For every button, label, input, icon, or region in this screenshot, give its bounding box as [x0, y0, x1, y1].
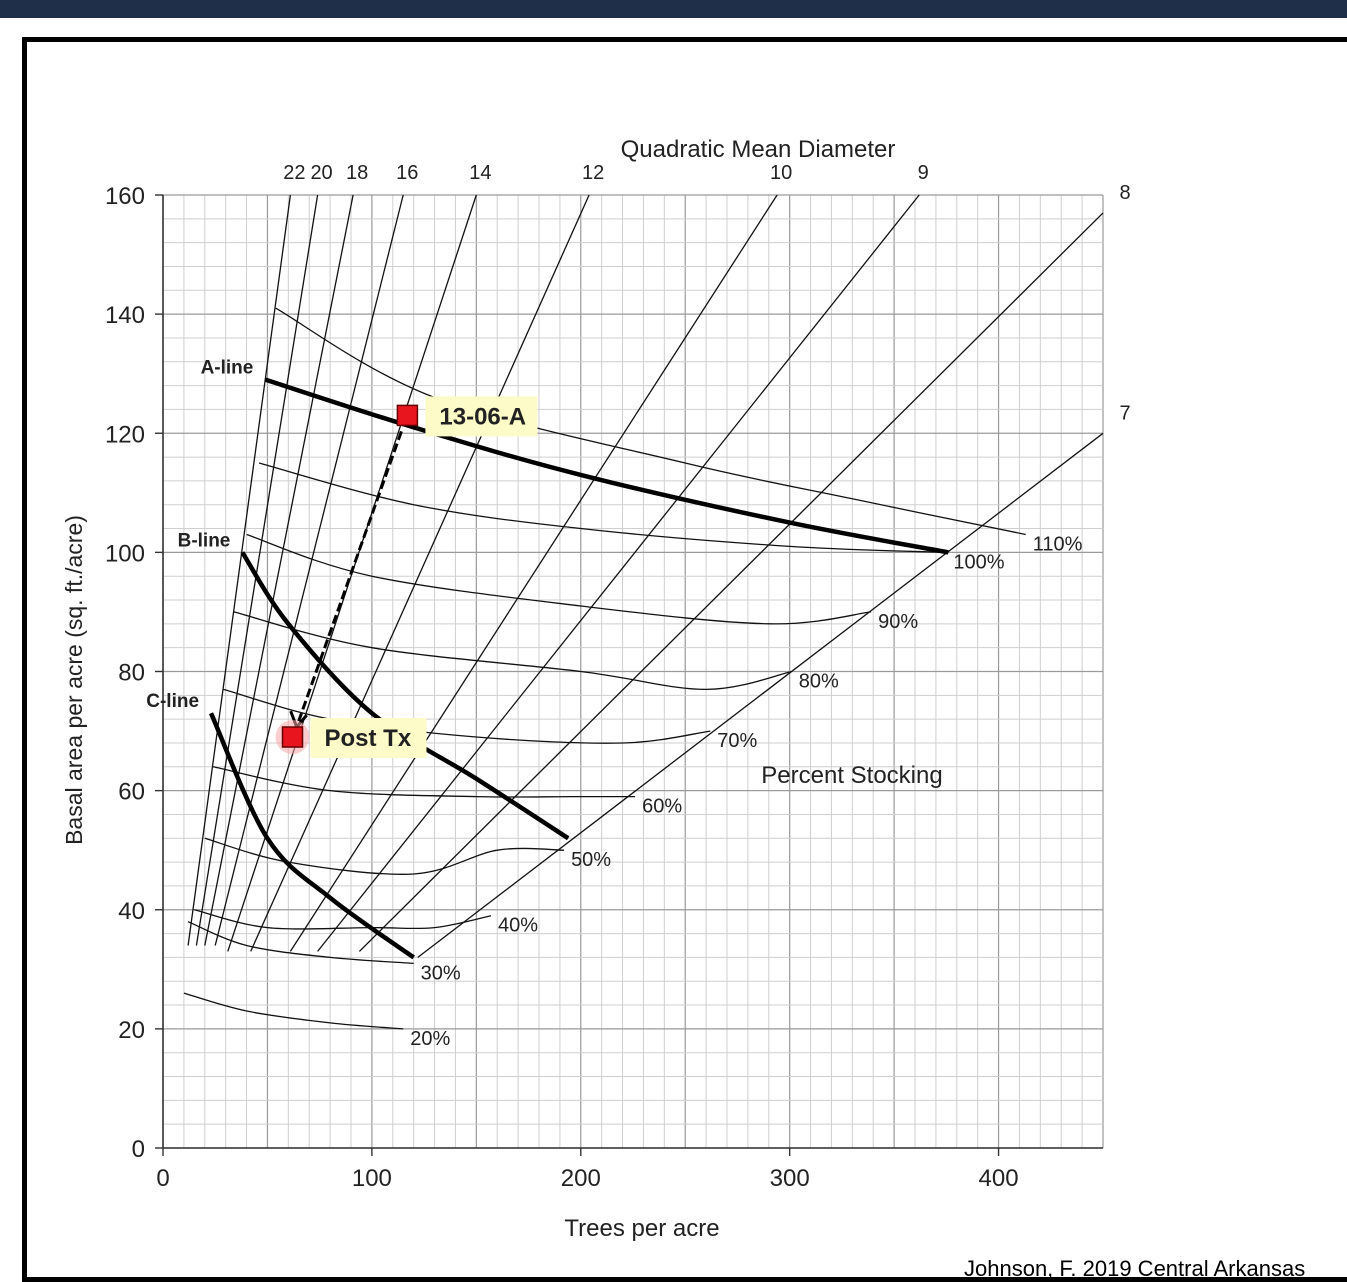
stocking-label-110%: 110%: [1033, 534, 1083, 556]
stocking-label-80%: 80%: [799, 671, 839, 693]
y-tick-label: 120: [105, 421, 145, 448]
qmd-label-16: 16: [396, 162, 418, 184]
stocking-label-50%: 50%: [571, 849, 611, 871]
stocking-label-90%: 90%: [878, 611, 918, 633]
y-tick-label: 160: [105, 183, 145, 210]
x-tick-label: 200: [561, 1165, 601, 1192]
c-line-label: C-line: [146, 691, 199, 712]
qmd-label-20: 20: [310, 162, 332, 184]
b-line-label: B-line: [178, 530, 231, 551]
y-tick-label: 80: [118, 660, 145, 687]
callout-box: [425, 396, 538, 437]
stand-marker: [396, 404, 419, 427]
qmd-label-8: 8: [1119, 182, 1130, 204]
stocking-label-20%: 20%: [410, 1028, 450, 1050]
qmd-line-7: [417, 432, 1104, 958]
qmd-label-18: 18: [346, 162, 368, 184]
callout-label: 13-06-A: [439, 403, 526, 430]
y-axis-title: Basal area per acre (sq. ft./acre): [61, 515, 87, 845]
a-line-label: A-line: [201, 358, 254, 379]
qmd-line-8: [358, 212, 1104, 952]
y-tick-label: 40: [118, 898, 145, 925]
y-tick-label: 100: [105, 540, 145, 567]
qmd-label-22: 22: [283, 162, 305, 184]
qmd-label-9: 9: [918, 162, 929, 184]
callout-box: [310, 718, 427, 759]
b-line-curve: [240, 551, 570, 841]
qmd-label-10: 10: [770, 162, 792, 184]
labels-layer: Trees per acre Basal area per acre (sq. f…: [61, 136, 1131, 1242]
x-axis-title: Trees per acre: [564, 1215, 719, 1242]
stocking-curve-70%: [223, 688, 711, 744]
stocking-label-100%: 100%: [953, 551, 1004, 573]
callout-label: Post Tx: [325, 725, 412, 752]
x-tick-label: 300: [770, 1165, 810, 1192]
grid-layer: [162, 194, 1104, 1149]
stocking-label-30%: 30%: [421, 962, 461, 984]
y-tick-label: 60: [118, 779, 145, 806]
marks-layer: 13-06-A Post Tx: [275, 396, 538, 759]
curves-layer: [183, 194, 1104, 1030]
y-tick-label: 0: [132, 1136, 145, 1163]
percent-stocking-title: Percent Stocking: [761, 762, 942, 789]
y-tick-label: 20: [118, 1017, 145, 1044]
stocking-label-40%: 40%: [498, 915, 538, 937]
stocking-curve-110%: [275, 307, 1026, 536]
qmd-line-12: [250, 194, 590, 952]
qmd-line-22: [187, 194, 292, 946]
qmd-label-7: 7: [1119, 402, 1130, 424]
stocking-curve-40%: [194, 909, 492, 930]
qmd-label-14: 14: [469, 162, 491, 184]
stocking-curve-80%: [233, 611, 792, 691]
qmd-line-16: [214, 194, 404, 946]
top-axis-title: Quadratic Mean Diameter: [621, 136, 896, 163]
x-tick-label: 400: [979, 1165, 1019, 1192]
source-credit: Johnson, F. 2019 Central Arkansas: [964, 1256, 1306, 1277]
stocking-curve-100%: [258, 462, 947, 554]
stocking-curve-90%: [246, 533, 872, 625]
c-line-curve: [208, 712, 415, 960]
qmd-label-12: 12: [582, 162, 604, 184]
ticks-layer: 0 100 200 300 400 0 20 40 60 80 100 120 140 160: [105, 183, 1019, 1192]
qmd-line-9: [317, 194, 920, 952]
x-tick-label: 100: [352, 1165, 392, 1192]
stocking-label-60%: 60%: [642, 796, 682, 818]
stocking-curve-60%: [212, 766, 636, 798]
a-line-curve: [264, 377, 949, 555]
stocking-curve-30%: [187, 921, 414, 965]
stocking-curve-50%: [204, 837, 565, 875]
stocking-curve-20%: [183, 992, 404, 1030]
stand-marker: [281, 726, 304, 748]
qmd-line-10: [289, 194, 778, 952]
qmd-line-18: [204, 194, 354, 946]
stocking-label-70%: 70%: [717, 730, 757, 752]
y-tick-label: 140: [105, 302, 145, 329]
x-tick-label: 0: [156, 1165, 169, 1192]
top-banner: [0, 0, 1347, 18]
qmd-line-20: [195, 194, 319, 946]
